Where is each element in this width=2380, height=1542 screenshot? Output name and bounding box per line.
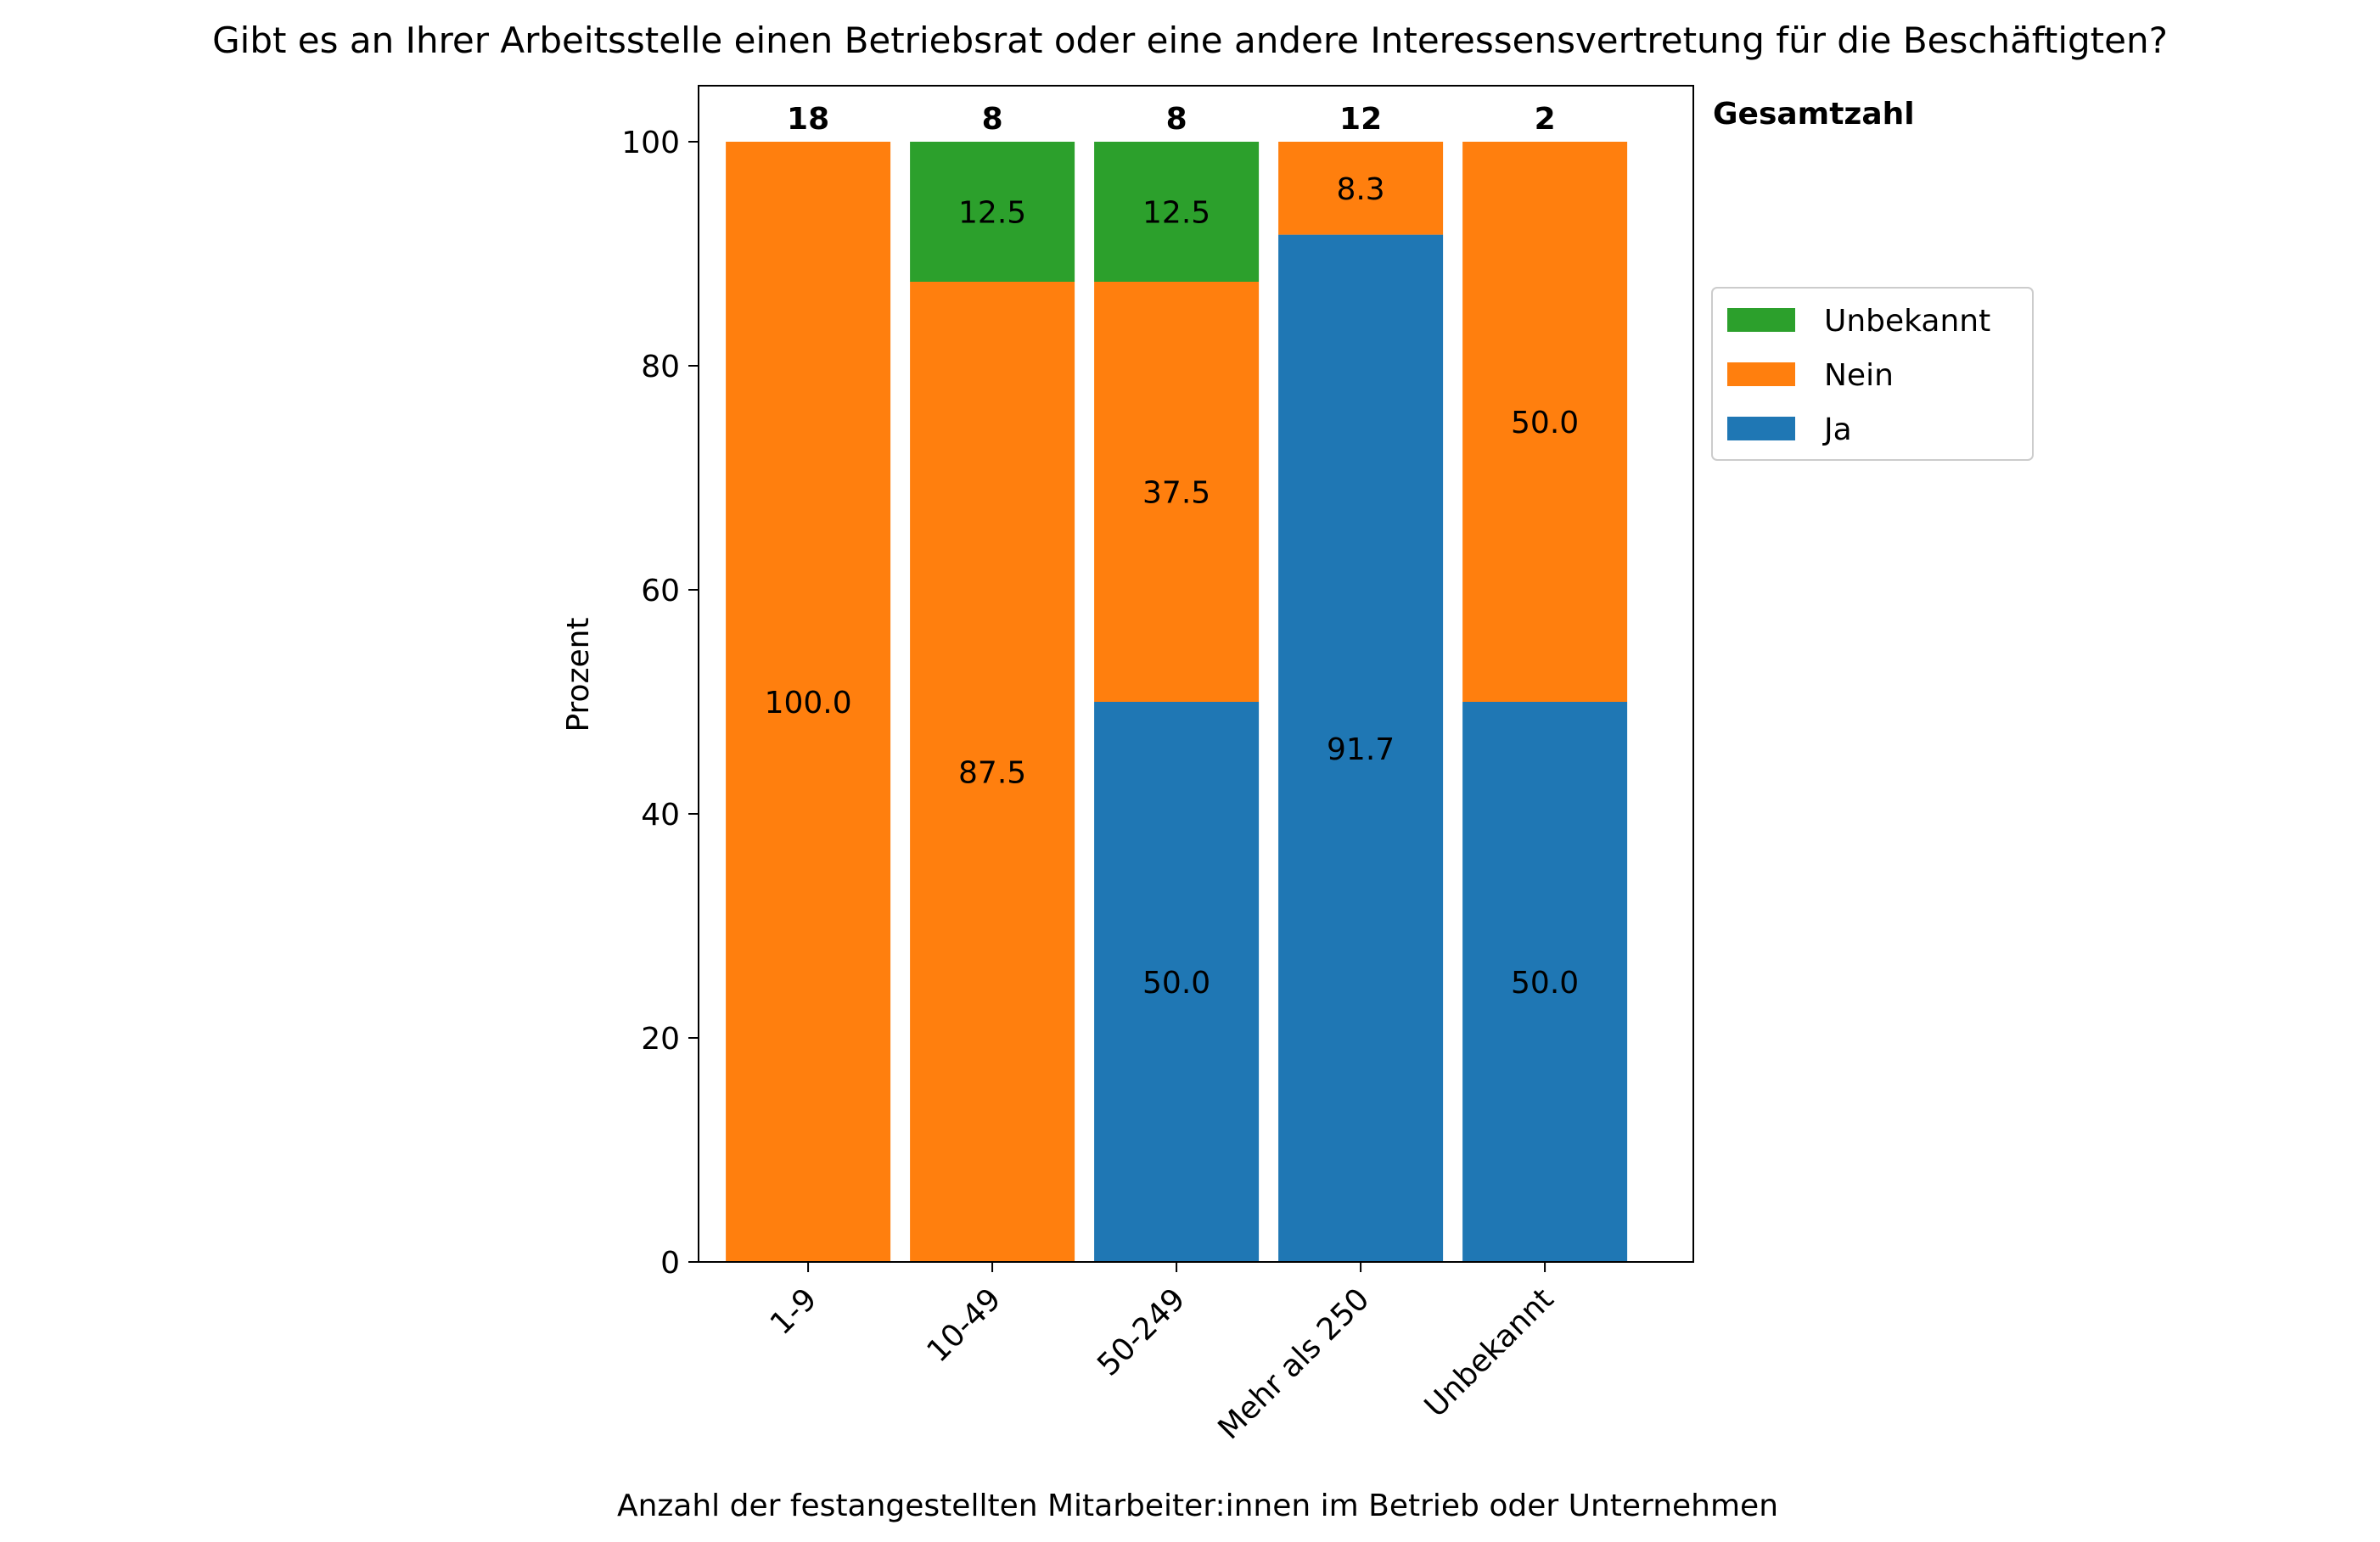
y-tick-label: 40 bbox=[641, 798, 680, 833]
x-axis-label: Anzahl der festangestellten Mitarbeiter:… bbox=[617, 1489, 1778, 1523]
x-tick-label: 50-249 bbox=[1091, 1281, 1192, 1382]
legend-label-ja: Ja bbox=[1822, 412, 1852, 447]
legend-label-nein: Nein bbox=[1824, 358, 1894, 393]
data-label: 8.3 bbox=[1336, 172, 1384, 207]
data-label: 12.5 bbox=[1142, 196, 1210, 231]
legend: Unbekannt Nein Ja bbox=[1711, 287, 2034, 461]
data-label: 50.0 bbox=[1511, 406, 1579, 440]
data-label: 12.5 bbox=[958, 196, 1026, 231]
total-label: 8 bbox=[982, 102, 1003, 137]
y-axis-label: Prozent bbox=[561, 617, 596, 732]
bar-segment-nein bbox=[1094, 282, 1260, 702]
data-label: 50.0 bbox=[1142, 966, 1210, 1001]
data-label: 50.0 bbox=[1511, 966, 1579, 1001]
legend-swatch-unbekannt bbox=[1727, 308, 1795, 332]
x-tick-label: 10-49 bbox=[921, 1281, 1008, 1369]
total-label: 2 bbox=[1535, 102, 1556, 137]
x-tick-label: Mehr als 250 bbox=[1212, 1281, 1377, 1446]
y-tick-label: 0 bbox=[660, 1246, 680, 1281]
bar-segment-ja bbox=[1094, 702, 1260, 1262]
x-tick-label: 1-9 bbox=[764, 1281, 824, 1342]
total-label: 8 bbox=[1166, 102, 1187, 137]
bar-segment-unbekannt bbox=[1094, 142, 1260, 282]
bar-segment-ja bbox=[1278, 234, 1444, 1263]
plot-area: 100.0 18 1-9 87.5 12.5 8 10-49 50.0 37.5 12.5 8 50-… bbox=[621, 85, 1694, 1446]
bar-segment-ja bbox=[1462, 702, 1628, 1262]
legend-swatch-ja bbox=[1727, 417, 1795, 440]
y-tick-label: 80 bbox=[641, 350, 680, 384]
chart-title: Gibt es an Ihrer Arbeitsstelle einen Bet… bbox=[212, 20, 2168, 61]
bar-segment-unbekannt bbox=[910, 142, 1075, 282]
total-label: 18 bbox=[787, 102, 829, 137]
y-tick-label: 100 bbox=[621, 126, 680, 160]
total-label: 12 bbox=[1339, 102, 1382, 137]
data-label: 37.5 bbox=[1142, 476, 1210, 511]
bar-segment-nein bbox=[726, 142, 891, 1262]
legend-label-unbekannt: Unbekannt bbox=[1824, 304, 1990, 339]
x-tick-label: Unbekannt bbox=[1418, 1281, 1561, 1424]
y-tick-label: 60 bbox=[641, 574, 680, 608]
bar-segment-nein bbox=[1278, 142, 1444, 235]
bar-segment-nein bbox=[910, 282, 1075, 1262]
totals-header: Gesamtzahl bbox=[1713, 97, 1915, 132]
data-label: 100.0 bbox=[765, 686, 852, 721]
data-label: 91.7 bbox=[1327, 732, 1395, 767]
legend-swatch-nein bbox=[1727, 362, 1795, 386]
plot-frame bbox=[698, 85, 1694, 1263]
data-label: 87.5 bbox=[958, 756, 1026, 791]
y-tick-label: 20 bbox=[641, 1022, 680, 1057]
bar-segment-nein bbox=[1462, 142, 1628, 702]
